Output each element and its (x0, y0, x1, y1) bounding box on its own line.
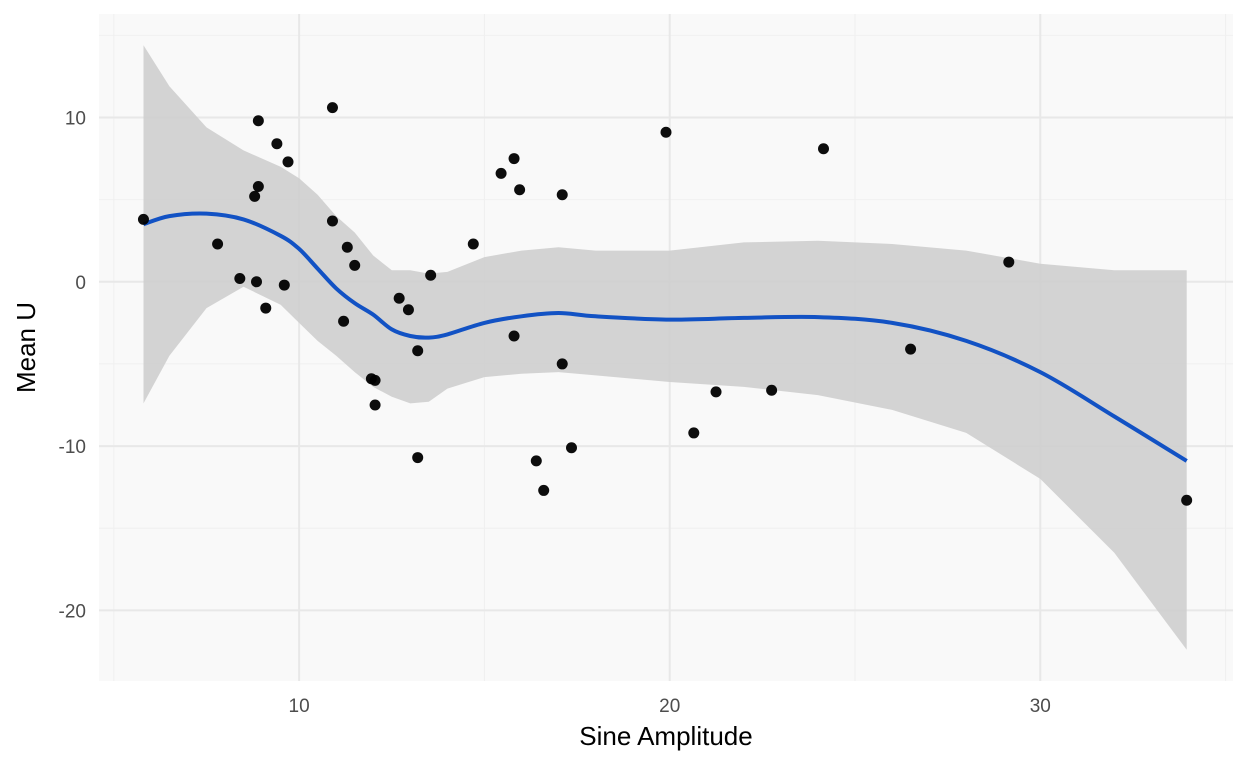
data-point (402, 304, 414, 316)
data-point (495, 167, 507, 179)
confidence-band (143, 45, 1187, 650)
data-point (338, 315, 350, 327)
data-point (412, 345, 424, 357)
data-point (326, 102, 338, 114)
y-axis-tick-labels: 10 0 -10 -20 (59, 109, 86, 623)
data-point (251, 276, 262, 288)
data-point (538, 484, 550, 496)
data-point (252, 181, 264, 192)
x-tick-label: 20 (659, 696, 680, 717)
data-point (369, 374, 381, 386)
data-point (566, 442, 577, 454)
data-point (556, 358, 568, 370)
x-axis-tick-labels: 10 20 30 (289, 696, 1051, 717)
y-tick-label: -20 (59, 601, 86, 622)
data-point (556, 189, 568, 201)
data-point (326, 215, 338, 227)
data-point (278, 279, 290, 291)
x-axis-title: Sine Amplitude (579, 721, 752, 751)
data-point (766, 384, 778, 396)
data-point (1003, 256, 1015, 268)
data-point (530, 455, 542, 467)
data-point (1181, 494, 1193, 506)
data-point (467, 238, 479, 250)
data-points (137, 102, 1193, 506)
data-point (425, 269, 437, 281)
x-tick-label: 30 (1030, 696, 1051, 717)
y-axis-title: Mean U (11, 302, 41, 393)
y-tick-label: 0 (75, 273, 86, 294)
data-point (282, 156, 294, 168)
data-point (393, 292, 405, 304)
data-point (818, 143, 829, 155)
data-point (660, 126, 672, 138)
data-point (212, 238, 224, 250)
data-point (508, 153, 520, 165)
data-point (260, 302, 272, 314)
data-point (249, 190, 261, 202)
data-point (905, 343, 917, 355)
data-point (341, 241, 353, 253)
data-point (688, 427, 700, 439)
y-tick-label: 10 (65, 109, 86, 130)
data-point (271, 138, 283, 150)
data-point (514, 184, 526, 196)
data-point (252, 115, 264, 127)
data-point (234, 273, 246, 284)
data-point (412, 452, 424, 464)
data-point (349, 259, 361, 271)
data-point (369, 399, 381, 411)
x-tick-label: 10 (289, 696, 310, 717)
data-point (508, 330, 520, 342)
y-tick-label: -10 (59, 437, 86, 458)
smooth-line (142, 211, 1188, 463)
data-point (137, 213, 149, 225)
data-point (710, 386, 722, 398)
